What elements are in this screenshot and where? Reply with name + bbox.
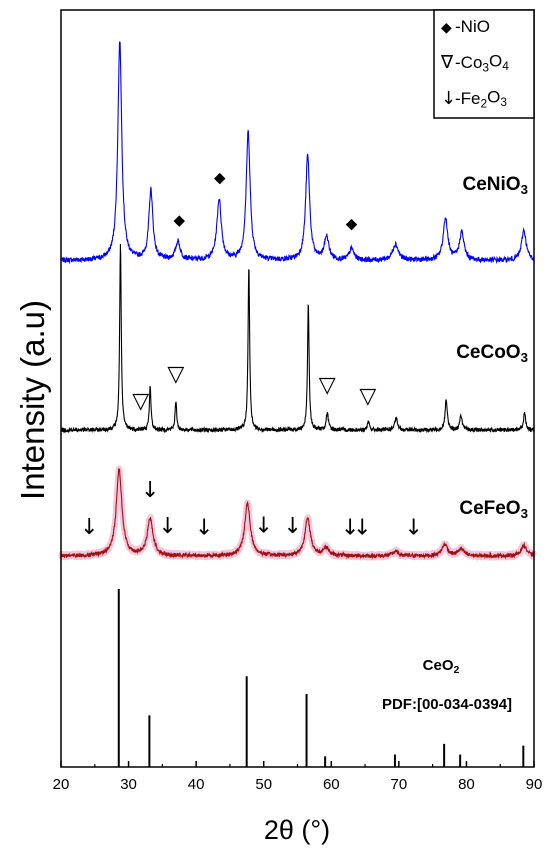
legend-symbol: ◆: [441, 20, 452, 36]
x-tick-label: 70: [391, 776, 408, 793]
phase-marker: ↓: [284, 514, 302, 539]
series-line-0: [60, 41, 535, 265]
legend-entry: -Co3O4: [455, 51, 509, 74]
phase-marker: ▽: [359, 384, 376, 409]
sample-labels: CeNiO3 CeCoO3 CeFeO3 CeO2 PDF:[00-034-0394]: [382, 174, 528, 713]
phase-marker: ↓: [254, 514, 272, 539]
x-tick-label: 80: [458, 776, 475, 793]
phase-marker: ▽: [132, 389, 149, 414]
phase-marker: ↓: [341, 515, 359, 540]
phase-marker: ↓: [405, 516, 423, 541]
sample-label: CeCoO3: [456, 342, 528, 365]
phase-marker: ◆: [214, 169, 226, 187]
series-line-2: [60, 468, 535, 560]
legend-symbol: ∇: [440, 52, 454, 73]
sample-label: CeFeO3: [459, 498, 528, 521]
x-tick-label: 50: [255, 776, 272, 793]
legend-entry: -NiO: [455, 17, 490, 36]
series-line-1: [60, 243, 535, 434]
phase-marker: ▽: [319, 373, 336, 398]
legend-box: [433, 9, 535, 119]
legend-symbol: ↓: [441, 88, 456, 109]
phase-markers: ◆◆◆▽▽ ▽ ▽↓↓↓ ↓ ↓ ↓ ↓↓ ↓: [80, 169, 423, 541]
x-tick-label: 90: [526, 776, 543, 793]
reference-pdf: PDF:[00-034-0394]: [382, 696, 512, 713]
phase-marker: ↓: [353, 516, 371, 541]
reference-name: CeO2: [423, 657, 460, 676]
phase-marker: ↓: [195, 515, 213, 540]
sample-label: CeNiO3: [463, 174, 528, 197]
x-axis-ticks: 20 30 40 50 60 70 80 90: [53, 761, 543, 793]
phase-marker: ◆: [173, 211, 185, 229]
phase-marker: ↓: [159, 514, 177, 539]
x-tick-label: 30: [120, 776, 137, 793]
series-group: [58, 41, 537, 561]
x-tick-label: 40: [188, 776, 205, 793]
legend-entry: -Fe2O3: [455, 87, 507, 110]
phase-marker: ↓: [80, 515, 98, 540]
x-tick-label: 20: [53, 776, 70, 793]
reference-pattern: [117, 589, 525, 767]
phase-marker: ▽: [167, 362, 184, 387]
x-axis-label: 2θ (°): [264, 815, 330, 845]
x-tick-label: 60: [323, 776, 340, 793]
legend: ◆ -NiO∇ -Co3O4 ↓-Fe2O3: [433, 9, 535, 119]
phase-marker: ◆: [346, 214, 358, 232]
y-axis-label: Intensity (a.u): [14, 300, 51, 500]
phase-marker: ↓: [141, 478, 159, 503]
